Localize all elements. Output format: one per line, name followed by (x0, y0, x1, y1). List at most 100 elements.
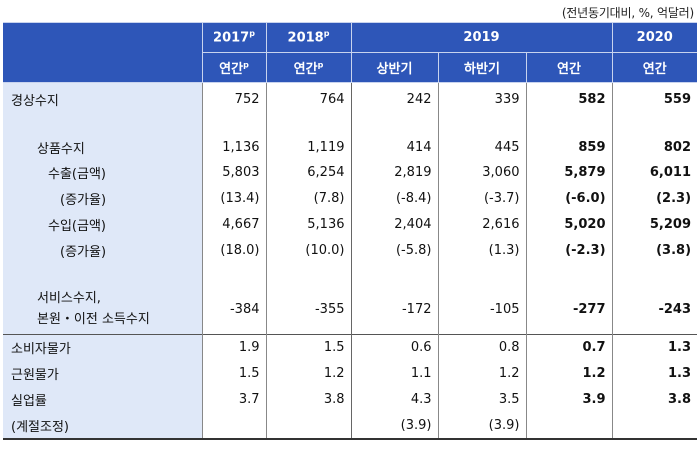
table-row: (계절조정) (3.9) (3.9) (3, 412, 698, 440)
cell: 1.3 (611, 334, 698, 361)
row-label: 서비스수지, 본원・이전 소득수지 (3, 284, 202, 335)
header-period: 상반기 (350, 52, 438, 83)
cell: 1,136 (201, 135, 266, 160)
cell: 2,616 (437, 211, 526, 238)
table-row: 실업률 3.7 3.8 4.3 3.5 3.9 3.8 (3, 386, 698, 413)
table-row: (증가율) (13.4) (7.8) (-8.4) (-3.7) (-6.0) … (3, 185, 698, 212)
row-label-line2: 본원・이전 소득수지 (37, 312, 150, 328)
cell: -384 (201, 284, 266, 335)
cell: (2.3) (611, 185, 698, 212)
cell: 4,667 (201, 211, 266, 238)
cell: 1.3 (611, 360, 698, 387)
cell: 1.2 (437, 360, 526, 387)
row-label: 수입(금액) (3, 211, 202, 238)
cell: (13.4) (201, 185, 266, 212)
header-year-2017: 2017p (201, 22, 266, 53)
cell: (-6.0) (525, 185, 613, 212)
header-year-2019: 2019 (350, 22, 613, 53)
cell: 559 (611, 82, 698, 116)
cell: 2,404 (350, 211, 438, 238)
table-row: 상품수지 1,136 1,119 414 445 859 802 (3, 135, 698, 160)
cell: (3.8) (611, 237, 698, 264)
cell (201, 412, 266, 440)
cell: 242 (350, 82, 438, 116)
cell: 6,011 (611, 159, 698, 186)
header-year-2018: 2018p (265, 22, 351, 53)
cell: (18.0) (201, 237, 266, 264)
cell: 2,819 (350, 159, 438, 186)
cell: -105 (437, 284, 526, 335)
cell: 0.6 (350, 334, 438, 361)
cell: 802 (611, 135, 698, 160)
cell: 1.1 (350, 360, 438, 387)
row-label: 실업률 (3, 386, 202, 413)
row-label-line1: 서비스수지, (37, 291, 101, 307)
table-row: 경상수지 752 764 242 339 582 559 (3, 82, 698, 116)
cell: (3.9) (437, 412, 526, 440)
cell: 1.2 (265, 360, 351, 387)
table-row: 서비스수지, 본원・이전 소득수지 -384 -355 -172 -105 -2… (3, 284, 698, 335)
cell (525, 412, 613, 440)
cell: 3.9 (525, 386, 613, 413)
table-row: (증가율) (18.0) (10.0) (-5.8) (1.3) (-2.3) … (3, 237, 698, 264)
header-period: 연간p (265, 52, 351, 83)
row-label: 소비자물가 (3, 334, 202, 361)
cell: 0.8 (437, 334, 526, 361)
cell: 0.7 (525, 334, 613, 361)
cell: 582 (525, 82, 613, 116)
cell: 3.8 (611, 386, 698, 413)
cell: 752 (201, 82, 266, 116)
cell: -243 (611, 284, 698, 335)
cell: (-5.8) (350, 237, 438, 264)
economic-outlook-table: 2017p 2018p 2019 2020 연간p 연간p 상반기 하반기 연간… (3, 22, 698, 440)
row-label: 상품수지 (3, 135, 202, 160)
row-label: (증가율) (3, 237, 202, 264)
cell: -355 (265, 284, 351, 335)
cell: (3.9) (350, 412, 438, 440)
cell: 5,803 (201, 159, 266, 186)
header-period: 연간p (201, 52, 266, 83)
cell: (-2.3) (525, 237, 613, 264)
header-row-years: 2017p 2018p 2019 2020 (3, 22, 698, 83)
cell (611, 412, 698, 440)
cell: 1.9 (201, 334, 266, 361)
cell: -277 (525, 284, 613, 335)
cell: 1.5 (265, 334, 351, 361)
header-year-2020: 2020 (611, 22, 698, 53)
table-row: 수출(금액) 5,803 6,254 2,819 3,060 5,879 6,0… (3, 159, 698, 186)
cell: 3,060 (437, 159, 526, 186)
cell: (1.3) (437, 237, 526, 264)
cell: 1,119 (265, 135, 351, 160)
cell: 1.2 (525, 360, 613, 387)
unit-note: (전년동기대비, %, 억달러) (561, 6, 694, 20)
cell: 3.8 (265, 386, 351, 413)
cell: 764 (265, 82, 351, 116)
row-label: (계절조정) (3, 412, 202, 440)
cell: 445 (437, 135, 526, 160)
cell: 4.3 (350, 386, 438, 413)
header-corner (3, 22, 202, 83)
cell: 6,254 (265, 159, 351, 186)
header-period: 연간 (611, 52, 698, 83)
cell: 5,020 (525, 211, 613, 238)
cell: (10.0) (265, 237, 351, 264)
table-row: 수입(금액) 4,667 5,136 2,404 2,616 5,020 5,2… (3, 211, 698, 238)
header-row-periods: 연간p 연간p 상반기 하반기 연간 연간 (3, 52, 698, 83)
cell: 339 (437, 82, 526, 116)
row-label: 근원물가 (3, 360, 202, 387)
cell: 3.7 (201, 386, 266, 413)
row-label: 경상수지 (3, 82, 202, 116)
cell (265, 412, 351, 440)
cell: (-8.4) (350, 185, 438, 212)
cell: 3.5 (437, 386, 526, 413)
cell: 859 (525, 135, 613, 160)
row-label: (증가율) (3, 185, 202, 212)
cell: (7.8) (265, 185, 351, 212)
cell: (-3.7) (437, 185, 526, 212)
table-row: 근원물가 1.5 1.2 1.1 1.2 1.2 1.3 (3, 360, 698, 387)
cell: -172 (350, 284, 438, 335)
cell: 5,209 (611, 211, 698, 238)
cell: 5,879 (525, 159, 613, 186)
cell: 1.5 (201, 360, 266, 387)
row-label: 수출(금액) (3, 159, 202, 186)
